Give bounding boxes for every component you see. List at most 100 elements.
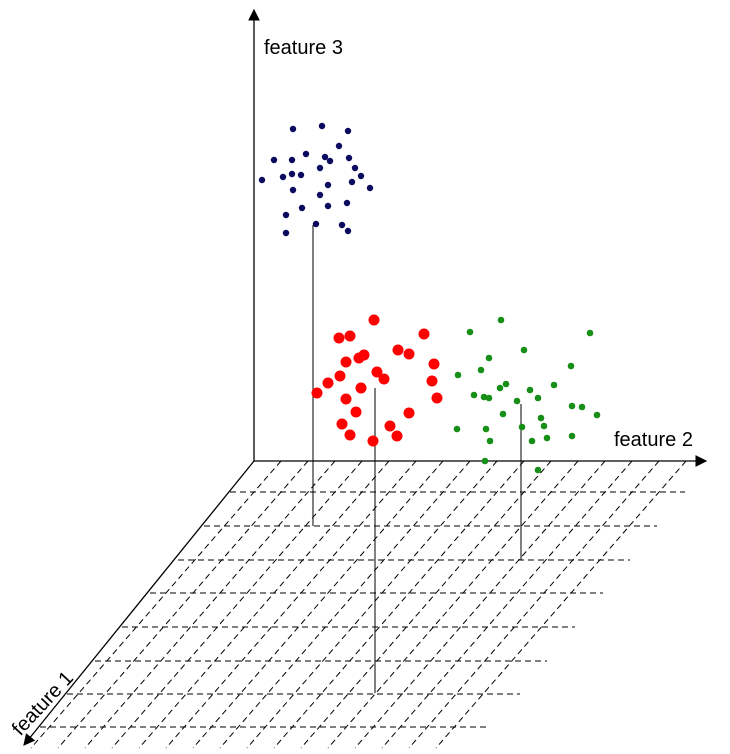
data-point-cluster-1 [348,178,356,186]
grid-line [327,460,579,749]
data-point-cluster-1 [316,191,324,199]
data-point-cluster-1 [288,170,296,178]
data-point-cluster-1 [316,164,324,172]
grid-line [219,460,471,749]
data-point-cluster-1 [366,184,374,192]
data-point-cluster-2 [426,375,438,387]
grid-line [84,460,336,749]
data-point-cluster-1 [326,157,334,165]
data-point-cluster-3 [540,422,548,430]
data-point-cluster-1 [324,181,332,189]
data-point-cluster-1 [324,202,332,210]
data-point-cluster-2 [322,377,334,389]
data-point-cluster-3 [485,394,493,402]
grid-line [111,460,363,749]
data-point-cluster-1 [258,176,266,184]
data-point-cluster-3 [586,329,594,337]
data-point-cluster-3 [543,434,551,442]
data-point-cluster-1 [288,156,296,164]
data-point-cluster-3 [526,386,534,394]
projection-stems [312,225,522,693]
data-point-cluster-2 [431,392,443,404]
floor-grid [30,460,687,749]
data-point-cluster-1 [318,122,326,130]
data-point-cluster-3 [593,411,601,419]
data-point-cluster-3 [470,391,478,399]
data-point-cluster-3 [480,393,488,401]
data-point-cluster-3 [550,381,558,389]
data-point-cluster-2 [350,406,362,418]
data-point-cluster-3 [485,354,493,362]
data-point-cluster-2 [344,429,356,441]
grid-line [300,460,552,749]
data-point-cluster-3 [481,457,489,465]
data-points [258,122,601,474]
data-point-cluster-2 [353,352,365,364]
data-point-cluster-3 [534,466,542,474]
data-point-cluster-1 [279,173,287,181]
data-point-cluster-1 [289,125,297,133]
grid-line [57,460,309,749]
data-point-cluster-2 [367,435,379,447]
data-point-cluster-2 [355,382,367,394]
data-point-cluster-2 [403,348,415,360]
data-point-cluster-3 [477,366,485,374]
data-point-cluster-1 [343,199,351,207]
data-point-cluster-2 [418,328,430,340]
grid-line [30,460,282,749]
data-point-cluster-1 [282,211,290,219]
data-point-cluster-2 [403,407,415,419]
data-point-cluster-2 [340,393,352,405]
data-point-cluster-3 [502,380,510,388]
data-point-cluster-3 [513,397,521,405]
grid-line [381,460,633,749]
axis-feature-1 [23,460,255,746]
data-point-cluster-1 [282,229,290,237]
data-point-cluster-3 [486,437,494,445]
data-point-cluster-2 [378,373,390,385]
data-point-cluster-3 [534,394,542,402]
data-point-cluster-1 [351,164,359,172]
grid-line [354,460,606,749]
data-point-cluster-1 [289,186,297,194]
data-point-cluster-3 [499,410,507,418]
data-point-cluster-3 [518,423,526,431]
data-point-cluster-2 [334,370,346,382]
data-point-cluster-2 [391,430,403,442]
data-point-cluster-3 [567,362,575,370]
axis-label-feature-2: feature 2 [614,429,693,451]
data-point-cluster-3 [520,346,528,354]
data-point-cluster-1 [357,172,365,180]
data-point-cluster-1 [321,153,329,161]
data-point-cluster-3 [466,328,474,336]
data-point-cluster-2 [428,358,440,370]
data-point-cluster-1 [312,220,320,228]
data-point-cluster-2 [384,420,396,432]
data-point-cluster-3 [497,316,505,324]
data-point-cluster-1 [298,204,306,212]
data-point-cluster-1 [297,171,305,179]
data-point-cluster-1 [270,156,278,164]
data-point-cluster-2 [392,344,404,356]
data-point-cluster-1 [344,127,352,135]
data-point-cluster-3 [453,425,461,433]
data-point-cluster-2 [336,418,348,430]
grid-line [408,460,660,749]
data-point-cluster-3 [482,425,490,433]
data-point-cluster-2 [340,356,352,368]
data-point-cluster-3 [578,403,586,411]
data-point-cluster-1 [335,142,343,150]
data-point-cluster-1 [344,227,352,235]
data-point-cluster-2 [368,314,380,326]
data-point-cluster-3 [568,432,576,440]
axis-label-feature-3: feature 3 [264,37,343,59]
data-point-cluster-2 [371,366,383,378]
data-point-cluster-3 [454,371,462,379]
data-point-cluster-3 [496,384,504,392]
data-point-cluster-3 [537,414,545,422]
data-point-cluster-3 [568,402,576,410]
grid-line [246,460,498,749]
grid-line [273,460,525,749]
data-point-cluster-2 [344,330,356,342]
